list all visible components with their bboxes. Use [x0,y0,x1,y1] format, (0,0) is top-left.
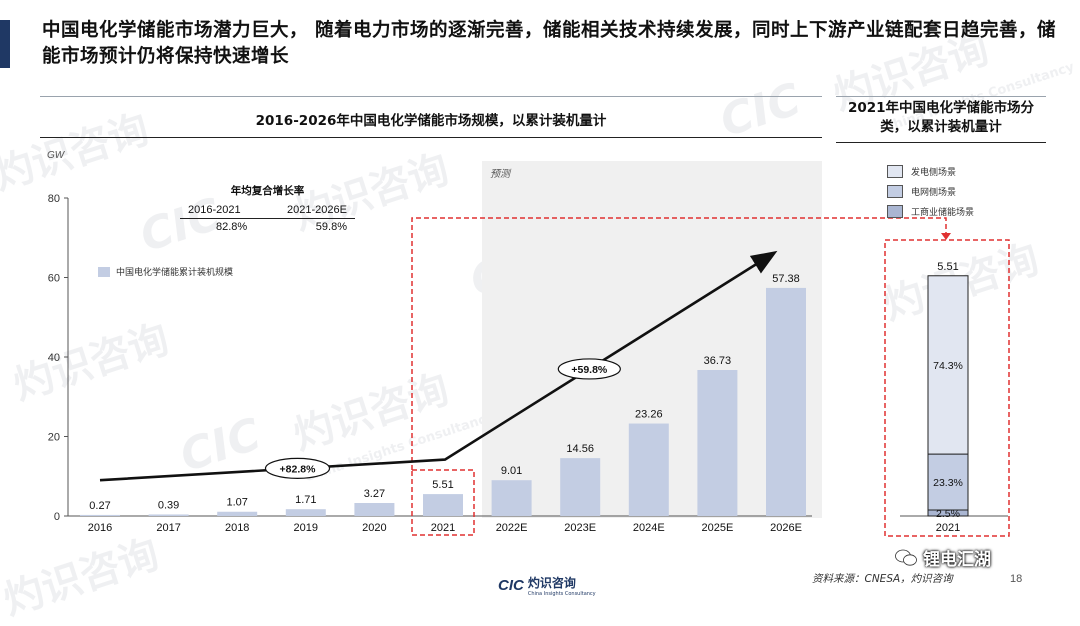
bar [423,494,463,516]
cagr-values-row: 82.8% 59.8% [180,219,355,233]
bar-value-label: 23.26 [635,409,663,421]
legend-swatch [887,165,903,178]
bar-value-label: 57.38 [772,273,800,285]
x-tick-label: 2024E [633,522,665,534]
divider [836,96,1046,97]
x-tick-label: 2022E [496,522,528,534]
stacked-segment [927,275,969,455]
wechat-watermark: 锂电汇湖 [895,545,991,570]
cagr-title: 年均复合增长率 [230,185,305,197]
legend-swatch [887,205,903,218]
y-axis-unit: GW [47,150,65,161]
bar [697,369,738,516]
bar [628,423,669,516]
x-tick-label: 2023E [564,522,596,534]
legend-label: 工商业储能场景 [911,208,975,218]
x-tick-label: 2025E [701,522,733,534]
growth-callout-label: +82.8% [280,463,317,475]
x-tick-label: 2021 [431,522,455,534]
stack-total-label: 5.51 [937,261,958,273]
bar-value-label: 1.71 [295,494,316,506]
legend-item: 电网侧场景 [887,185,974,198]
legend-swatch [887,185,903,198]
slide-title: 中国电化学储能市场潜力巨大， 随着电力市场的逐渐完善，储能相关技术持续发展，同时… [42,20,1056,67]
x-tick-label: 2016 [88,522,112,534]
growth-callout-label: +59.8% [571,364,608,376]
cagr-value: 59.8% [315,221,347,233]
legend-label: 中国电化学储能累计装机规模 [116,268,234,278]
bar [217,511,258,516]
y-tick-label: 0 [54,511,60,523]
bar [354,503,395,516]
bar-value-label: 3.27 [364,488,385,500]
segment-label: 2.5% [936,508,960,520]
y-tick-label: 80 [48,193,60,205]
divider [836,142,1046,143]
bar-value-label: 0.27 [89,500,110,512]
y-tick-label: 40 [48,352,60,364]
legend-label: 发电侧场景 [911,168,957,178]
forecast-label: 预测 [490,169,510,180]
legend-label: 电网侧场景 [911,188,957,198]
bar [766,287,806,516]
bar [80,514,120,516]
growth-arrow [99,250,778,482]
cagr-header-row: 2016-2021 2021-2026E [180,204,355,219]
growth-callout [557,358,621,380]
growth-callout [264,457,331,479]
right-chart-title: 2021年中国电化学储能市场分类，以累计装机量计 [847,100,1035,135]
left-legend: 中国电化学储能累计装机规模 [98,265,233,278]
footer-logo: CIC 灼识咨询 China Insights Consultancy [498,574,596,597]
wechat-icon [895,549,917,566]
x-tick-label: 2021 [936,522,960,534]
source-note: 资料来源：CNESA，灼识咨询 [812,573,953,585]
stacked-segment [927,453,969,511]
segment-label: 74.3% [933,360,963,372]
cagr-value: 82.8% [216,221,248,233]
y-tick-label: 60 [48,273,60,285]
title-accent-bar [0,20,10,68]
x-tick-label: 2020 [362,522,386,534]
y-tick-label: 20 [48,432,60,444]
bar [285,509,326,516]
legend-item: 发电侧场景 [887,165,974,178]
x-tick-label: 2026E [770,522,802,534]
segment-label: 23.3% [933,477,963,489]
connector-arrowhead [941,233,951,240]
cagr-period: 2016-2021 [188,204,241,216]
page-number: 18 [1010,573,1023,585]
left-chart-title: 2016-2026年中国电化学储能市场规模，以累计装机量计 [255,113,607,129]
logo-en: China Insights Consultancy [527,591,596,597]
divider [40,137,822,138]
cagr-period: 2021-2026E [287,204,347,216]
bar-value-label: 1.07 [226,497,247,509]
x-tick-label: 2018 [225,522,249,534]
x-tick-label: 2017 [156,522,180,534]
divider [40,96,822,97]
legend-item: 工商业储能场景 [887,205,974,218]
bar-value-label: 36.73 [704,355,732,367]
logo-cn: 灼识咨询 [527,576,576,590]
bar-value-label: 5.51 [432,479,453,491]
bar [148,514,189,516]
bar-value-label: 14.56 [566,443,594,455]
wechat-label: 锂电汇湖 [923,550,991,570]
bar-value-label: 0.39 [158,499,179,511]
right-legend: 发电侧场景 电网侧场景 工商业储能场景 [887,165,974,225]
x-tick-label: 2019 [294,522,318,534]
highlight-connector [411,217,947,470]
bar [491,480,532,516]
cagr-table: 年均复合增长率 2016-2021 2021-2026E 82.8% 59.8% [180,183,355,233]
bar-value-label: 9.01 [501,465,522,477]
highlight-box-right [884,239,1010,537]
legend-swatch [98,266,110,277]
bar [560,458,601,516]
logo-cic: CIC [498,577,524,594]
main-bar-chart: 0 20 40 60 80 0.27 2016 0.39 2017 1.07 2018 1.71 20… [48,193,1010,537]
